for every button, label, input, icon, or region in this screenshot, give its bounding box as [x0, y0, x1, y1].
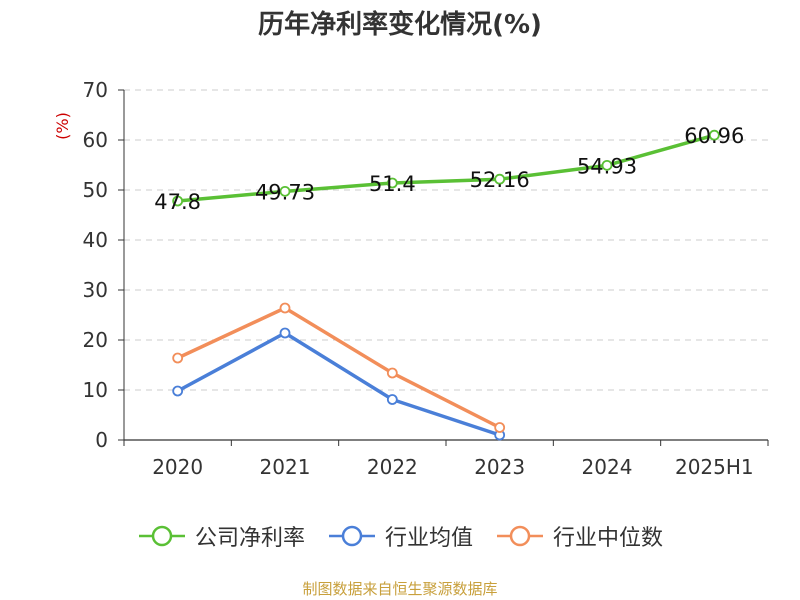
series-line-2 [176, 306, 501, 430]
legend-item-industry-median[interactable]: 行业中位数 [495, 520, 663, 552]
series-line-1 [176, 331, 501, 437]
data-point [172, 385, 184, 397]
y-tick-label: 0 [95, 428, 108, 452]
legend-label: 公司净利率 [194, 526, 305, 551]
y-tick-label: 50 [83, 178, 108, 202]
legend-swatch-icon [328, 525, 375, 547]
legend-label: 行业中位数 [553, 526, 664, 551]
legend-item-industry-mean[interactable]: 行业均值 [327, 520, 473, 552]
legend-item-net-margin[interactable]: 公司净利率 [137, 520, 305, 552]
data-point [386, 177, 398, 189]
series-lines [172, 129, 720, 441]
legend-swatch-icon [497, 525, 543, 547]
y-tick-label: 70 [83, 78, 108, 102]
x-tick-label: 2024 [582, 455, 633, 479]
y-tick-label: 10 [83, 378, 108, 402]
y-tick-label: 40 [83, 228, 108, 252]
data-point [279, 327, 291, 339]
data-point [494, 173, 506, 185]
x-tick-label: 2023 [474, 455, 525, 479]
data-point [386, 367, 398, 379]
data-point [494, 422, 506, 433]
y-tick-label: 20 [83, 328, 108, 352]
data-label: 60.96 [684, 124, 744, 148]
data-label: 49.73 [255, 180, 315, 204]
data-label: 54.93 [577, 154, 637, 178]
chart-title: 历年净利率变化情况(%) [258, 10, 542, 40]
legend-label: 行业均值 [384, 526, 473, 551]
y-axis-label: (%) [53, 112, 72, 140]
x-tick-label: 2025H1 [675, 455, 754, 479]
data-point [708, 129, 720, 141]
axes: 0 10 20 30 40 50 60 70 2020 2021 2022 2023 2024 2025H… [83, 78, 769, 479]
data-point [279, 302, 291, 314]
data-point [172, 352, 184, 364]
data-point [386, 394, 398, 405]
data-point [279, 185, 291, 197]
data-point [172, 195, 184, 207]
data-point [601, 159, 613, 171]
legend: 公司净利率 行业均值 行业中位数 [0, 518, 800, 554]
data-label: 47.8 [154, 190, 201, 214]
x-tick-label: 2021 [260, 455, 311, 479]
x-tick-label: 2022 [367, 455, 418, 479]
data-label: 51.4 [369, 172, 416, 196]
legend-swatch-icon [138, 525, 185, 547]
grid-lines [124, 89, 768, 391]
data-labels: 47.8 49.73 51.4 52.16 54.93 60.96 [154, 124, 744, 214]
data-label: 52.16 [470, 168, 530, 192]
series-line-0 [177, 133, 715, 203]
x-tick-label: 2020 [152, 455, 203, 479]
y-tick-label: 30 [83, 278, 108, 302]
source-note: 制图数据来自恒生聚源数据库 [302, 580, 498, 598]
y-tick-label: 60 [83, 128, 108, 152]
